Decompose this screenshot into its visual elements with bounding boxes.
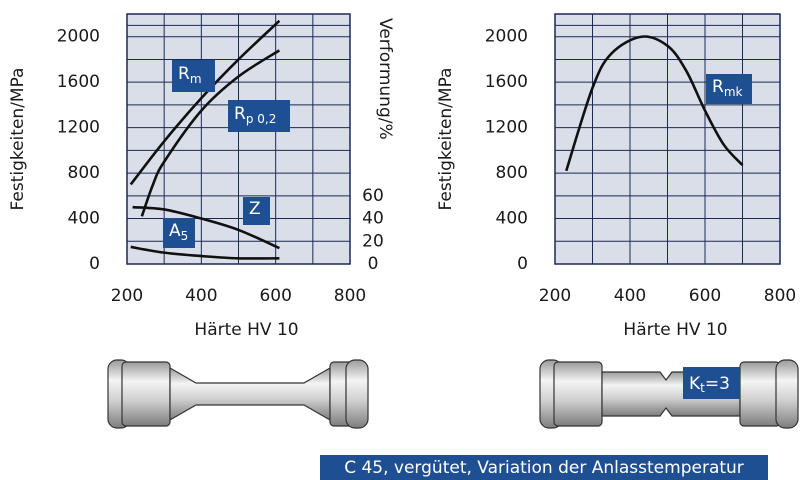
- series-subscript: m: [190, 72, 202, 86]
- series-label: Z: [249, 199, 261, 219]
- specimen-notched: [540, 360, 798, 428]
- series-name: A: [169, 221, 181, 241]
- y-tick-label: 1200: [57, 118, 100, 138]
- y-tick-label: 400: [68, 209, 100, 229]
- notch-label: Kt=3: [689, 374, 730, 395]
- y2-tick-label: 60: [362, 186, 384, 206]
- series-subscript: p 0,2: [246, 112, 277, 126]
- y-tick-label: 1600: [57, 72, 100, 92]
- series-subscript: mk: [724, 85, 743, 99]
- series-name: R: [234, 104, 246, 124]
- y-tick-label: 0: [517, 254, 528, 274]
- y-tick-label: 2000: [57, 27, 100, 47]
- figure: Kt=3 C 45, vergütet, Variation der Anlas…: [0, 0, 803, 480]
- specimen-smooth: [108, 360, 368, 428]
- y2-tick-label: 40: [362, 209, 384, 229]
- x-tick-label: 800: [334, 286, 366, 306]
- x-tick-label: 400: [614, 286, 646, 306]
- y-axis-title: Festigkeiten/MPa: [8, 68, 28, 211]
- page: {"chart_data": [ {"type": "line", "x_lab…: [0, 0, 803, 480]
- y2-axis-title: Verformung/%: [375, 18, 395, 140]
- footer: C 45, vergütet, Variation der Anlasstemp…: [344, 458, 744, 478]
- y2-tick-label: 0: [368, 254, 379, 274]
- x-axis-title: Härte HV 10: [623, 320, 727, 340]
- y-tick-label: 1200: [485, 118, 528, 138]
- x-tick-label: 800: [764, 286, 796, 306]
- x-tick-label: 200: [111, 286, 143, 306]
- y-tick-label: 400: [496, 209, 528, 229]
- y-tick-label: 1600: [485, 72, 528, 92]
- y-tick-label: 800: [68, 163, 100, 183]
- x-tick-label: 400: [185, 286, 217, 306]
- x-tick-label: 200: [539, 286, 571, 306]
- series-name: Z: [249, 199, 261, 219]
- y-tick-label: 800: [496, 163, 528, 183]
- y-tick-label: 2000: [485, 27, 528, 47]
- series-name: R: [712, 77, 724, 97]
- x-axis-title: Härte HV 10: [194, 320, 298, 340]
- y2-tick-label: 20: [362, 231, 384, 251]
- x-tick-label: 600: [689, 286, 721, 306]
- series-subscript: 5: [181, 229, 189, 243]
- x-tick-label: 600: [259, 286, 291, 306]
- y-tick-label: 0: [89, 254, 100, 274]
- y-axis-title: Festigkeiten/MPa: [436, 68, 456, 211]
- series-name: R: [178, 64, 190, 84]
